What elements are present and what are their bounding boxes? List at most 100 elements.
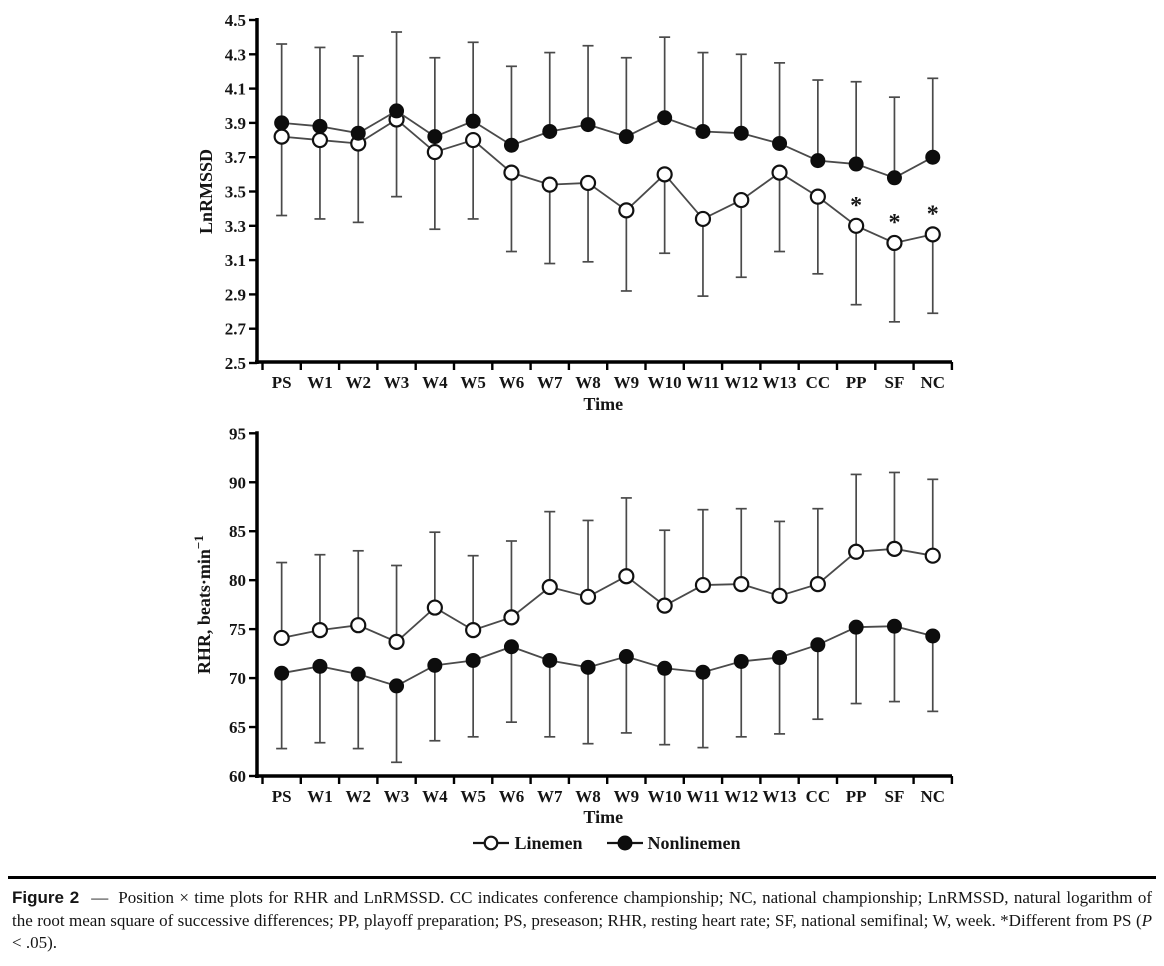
lnrmssd-y-axis-title: LnRMSSD [196, 149, 216, 234]
filled-circle [427, 129, 443, 145]
filled-circle [848, 156, 864, 172]
filled-circle [810, 153, 826, 169]
open-circle [886, 234, 903, 252]
filled-circle [542, 123, 558, 139]
filled-circle [542, 652, 558, 668]
open-circle [809, 575, 826, 593]
rhr-xtick-label: NC [920, 787, 945, 806]
filled-circle [389, 678, 405, 694]
open-circle [771, 587, 788, 604]
open-circle [848, 217, 865, 234]
lnrmssd-ytick-label: 4.1 [225, 80, 246, 99]
open-circle [771, 164, 788, 181]
filled-circle [312, 658, 328, 674]
filled-circle [772, 650, 788, 666]
open-circle [273, 629, 290, 647]
open-circle [503, 164, 520, 181]
lnrmssd-ytick-label: 2.7 [225, 320, 247, 339]
lnrmssd-ytick-label: 3.5 [225, 183, 246, 202]
lnrmssd-xtick-label: W12 [724, 373, 758, 392]
rhr-xtick-label: W9 [614, 787, 640, 806]
filled-circle [618, 129, 634, 145]
filled-circle [925, 149, 941, 165]
filled-circle [772, 135, 788, 151]
lnrmssd-x-axis-title: Time [583, 394, 623, 414]
filled-circle [886, 170, 902, 186]
rhr-xtick-label: PS [272, 787, 292, 806]
open-circle [733, 575, 750, 593]
lnrmssd-xtick-label: W13 [763, 373, 797, 392]
caption-p-italic: P [1141, 910, 1152, 930]
series-nonlinemen [274, 31, 941, 186]
open-circle [541, 578, 558, 596]
rhr-ytick-label: 65 [229, 718, 246, 737]
lnrmssd-xtick-label: PP [846, 373, 867, 392]
filled-circle [925, 628, 941, 644]
caption-divider [8, 876, 1156, 879]
filled-circle [350, 125, 366, 141]
open-circle [809, 188, 826, 205]
open-circle [656, 166, 673, 183]
filled-circle [427, 657, 443, 673]
figure-caption: Figure 2 — Position × time plots for RHR a… [12, 887, 1152, 955]
significance-asterisk: * [927, 201, 939, 227]
filled-circle [312, 118, 328, 134]
rhr-xtick-label: SF [885, 787, 905, 806]
lnrmssd-xtick-label: W9 [614, 373, 640, 392]
open-circle [924, 547, 941, 564]
filled-circle [848, 619, 864, 635]
filled-circle [886, 618, 902, 634]
significance-asterisk: * [888, 210, 900, 236]
open-circle [311, 622, 329, 639]
legend-item-linemen: Linemen [473, 832, 583, 854]
rhr-xtick-label: W4 [422, 787, 448, 806]
filled-circle [465, 652, 481, 668]
rhr-xtick-label: W5 [460, 787, 486, 806]
series-linemen [273, 471, 941, 650]
filled-circle-marker-icon [606, 835, 643, 851]
lnrmssd-xtick-label: SF [885, 373, 905, 392]
lnrmssd-axes: 4.5 4.3 4.1 3.9 3.7 3.5 3.3 3.1 2.9 2.7 2.5 PS W1 W2 W… [196, 11, 954, 414]
open-circle [465, 131, 482, 149]
filled-circle [618, 649, 634, 665]
rhr-xtick-label: W10 [648, 787, 682, 806]
lnrmssd-ytick-label: 2.5 [225, 354, 246, 373]
open-circle-marker-icon [473, 835, 510, 851]
open-circle [618, 202, 635, 219]
rhr-xtick-label: W1 [307, 787, 333, 806]
lnrmssd-ytick-label: 4.3 [225, 45, 246, 64]
open-circle [886, 540, 903, 557]
rhr-xtick-label: PP [846, 787, 867, 806]
filled-circle [580, 659, 596, 675]
filled-circle [503, 639, 519, 655]
filled-circle [503, 137, 519, 153]
lnrmssd-chart: 4.5 4.3 4.1 3.9 3.7 3.5 3.3 3.1 2.9 2.7 2.5 PS W1 W2 W… [0, 0, 1164, 421]
filled-circle [389, 103, 405, 119]
lnrmssd-xtick-label: W1 [307, 373, 333, 392]
series-nonlinemen [274, 618, 941, 764]
rhr-xtick-label: W7 [537, 787, 563, 806]
legend-label-linemen: Linemen [514, 832, 583, 853]
figure-label: Figure 2 [12, 888, 80, 907]
rhr-ytick-label: 85 [229, 522, 246, 541]
lnrmssd-xtick-label: NC [920, 373, 945, 392]
lnrmssd-xtick-label: W5 [460, 373, 486, 392]
open-circle [656, 597, 673, 614]
lnrmssd-xtick-label: W7 [537, 373, 563, 392]
filled-circle [657, 660, 673, 676]
open-circle [388, 633, 405, 650]
open-circle [618, 568, 635, 585]
open-circle [350, 617, 367, 634]
filled-circle [580, 117, 596, 133]
open-circle [273, 128, 290, 145]
filled-circle [733, 653, 749, 669]
rhr-ytick-label: 70 [229, 669, 246, 688]
lnrmssd-plot-svg: 4.5 4.3 4.1 3.9 3.7 3.5 3.3 3.1 2.9 2.7 2.5 PS W1 W2 W… [196, 11, 954, 414]
open-circle [311, 131, 329, 149]
caption-body: Position × time plots for RHR and LnRMSS… [12, 888, 1152, 930]
open-circle [733, 191, 750, 209]
